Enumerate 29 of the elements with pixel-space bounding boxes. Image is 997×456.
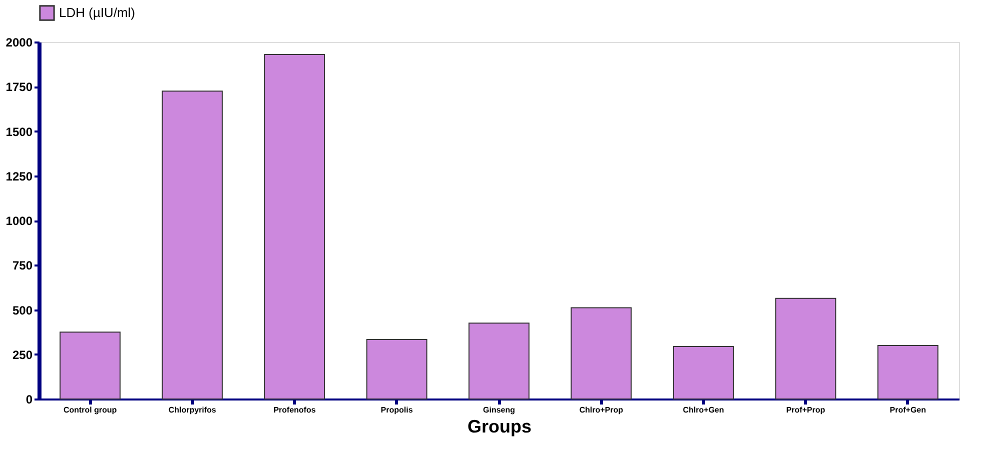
y-tick-label: 750 — [12, 258, 33, 273]
bar — [672, 346, 734, 400]
bar — [264, 54, 326, 400]
x-tick-label: Profenofos — [273, 406, 316, 414]
y-tick-label: 1000 — [6, 214, 33, 228]
x-tick-label: Prof+Gen — [890, 406, 926, 414]
x-tick-label: Control group — [63, 406, 117, 414]
x-tick-label: Ginseng — [482, 406, 516, 414]
y-tick-label: 1750 — [6, 80, 33, 94]
y-tick-label: 1500 — [6, 124, 33, 139]
x-tick-label: Chlro+Prop — [579, 406, 624, 414]
x-tick-label: Propolis — [380, 406, 414, 414]
y-tick-label: 2000 — [6, 36, 33, 50]
y-tick-label: 250 — [12, 348, 33, 362]
y-tick-label: 1250 — [6, 169, 33, 184]
legend-label: LDH (µIU/ml) — [59, 5, 136, 20]
bar — [877, 344, 938, 400]
x-tick-label: Chlorpyrifos — [168, 406, 217, 414]
bar — [366, 339, 428, 400]
x-tick-label: Prof+Prop — [786, 406, 826, 414]
x-axis-title: Groups — [467, 416, 532, 436]
bar — [60, 332, 121, 400]
bar — [162, 90, 223, 400]
bar — [775, 298, 836, 400]
bar — [468, 322, 530, 400]
x-tick-label: Chlro+Gen — [682, 406, 724, 414]
bar — [570, 307, 632, 400]
y-tick-label: 0 — [26, 392, 33, 406]
y-tick-label: 500 — [12, 303, 33, 318]
